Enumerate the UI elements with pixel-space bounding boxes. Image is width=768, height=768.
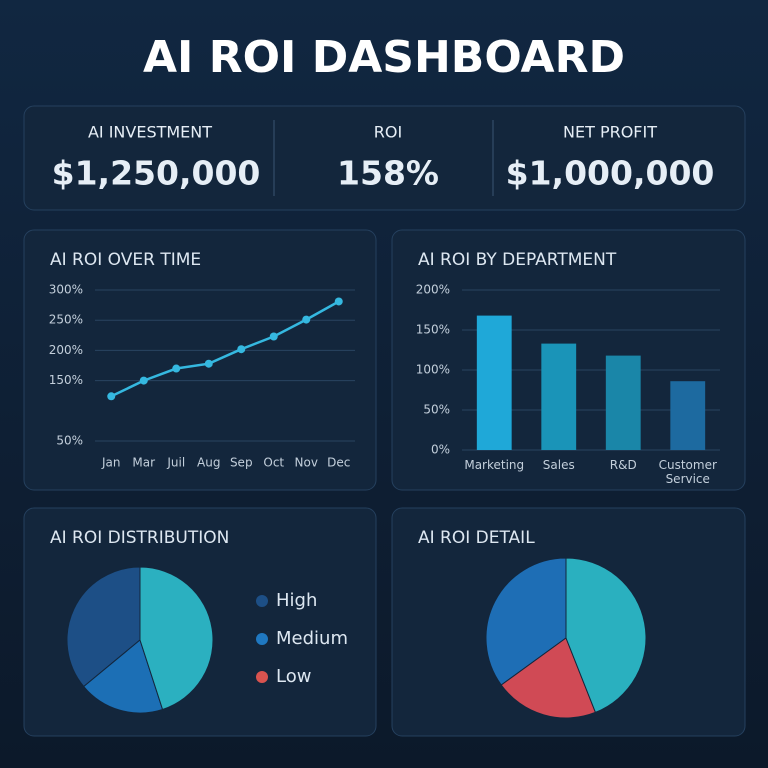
- x-tick-label: Oct: [263, 456, 284, 470]
- point: [302, 315, 311, 324]
- x-tick-label-box: Marketing: [464, 458, 525, 472]
- pie-slice: [485, 557, 567, 686]
- kpi-value: $1,000,000: [506, 154, 715, 193]
- bar: [605, 355, 641, 450]
- x-tick-label-box: Customer Service: [658, 458, 717, 486]
- kpi-label: NET PROFIT: [563, 123, 657, 142]
- line: [110, 300, 340, 398]
- pie-slice: [565, 557, 647, 714]
- point: [269, 332, 278, 341]
- point: [204, 359, 213, 368]
- pie-slice: [66, 566, 141, 688]
- kpi-label: AI INVESTMENT: [88, 123, 212, 142]
- chart-title: AI ROI DETAIL: [418, 528, 535, 548]
- x-tick-label: Sep: [230, 456, 253, 470]
- kpi-value: $1,250,000: [52, 154, 261, 193]
- legend-label: Low: [276, 666, 311, 687]
- point: [237, 345, 246, 354]
- y-tick-label: 150%: [416, 323, 450, 337]
- legend-marker: [256, 671, 268, 683]
- chart-title: AI ROI BY DEPARTMENT: [418, 250, 617, 270]
- pie-slice: [139, 566, 214, 711]
- y-tick-label: 150%: [49, 373, 83, 387]
- dashboard-title: AI ROI DASHBOARD: [143, 32, 625, 83]
- legend-marker: [256, 633, 268, 645]
- pie-slice: [83, 639, 164, 714]
- x-tick-label: Aug: [197, 456, 220, 470]
- legend-label: High: [276, 590, 317, 611]
- point: [107, 392, 116, 401]
- y-tick-label: 50%: [56, 434, 83, 448]
- kpi-panel: [23, 105, 746, 211]
- y-tick-label: 250%: [49, 313, 83, 327]
- x-tick-label: Jan: [101, 456, 121, 470]
- point: [139, 376, 148, 385]
- chart-panel: [23, 229, 377, 491]
- x-tick-label-box: R&D: [609, 458, 637, 472]
- kpi-label: ROI: [374, 123, 402, 142]
- x-tick-label: Juil: [166, 456, 185, 470]
- bar: [476, 315, 512, 450]
- x-tick-label: Marketing: [464, 458, 525, 472]
- legend-marker: [256, 595, 268, 607]
- point: [334, 297, 343, 306]
- chart-title: AI ROI DISTRIBUTION: [50, 528, 229, 548]
- x-tick-label: Dec: [327, 456, 350, 470]
- x-tick-label: Customer Service: [658, 458, 717, 486]
- y-tick-label: 0%: [431, 443, 450, 457]
- x-tick-label: Nov: [295, 456, 318, 470]
- x-tick-label-box: Sales: [542, 458, 575, 472]
- legend-label: Medium: [276, 628, 348, 649]
- y-tick-label: 200%: [49, 343, 83, 357]
- bar: [541, 343, 577, 450]
- chart-title: AI ROI OVER TIME: [50, 250, 201, 270]
- x-tick-label: Mar: [132, 456, 155, 470]
- kpi-value: 158%: [337, 154, 439, 193]
- point: [172, 364, 181, 373]
- x-tick-label: Sales: [542, 458, 575, 472]
- y-tick-label: 200%: [416, 283, 450, 297]
- y-tick-label: 100%: [416, 363, 450, 377]
- x-tick-label: R&D: [609, 458, 637, 472]
- y-tick-label: 50%: [423, 403, 450, 417]
- pie-slice: [500, 637, 597, 719]
- y-tick-label: 300%: [49, 283, 83, 297]
- bar: [670, 381, 706, 450]
